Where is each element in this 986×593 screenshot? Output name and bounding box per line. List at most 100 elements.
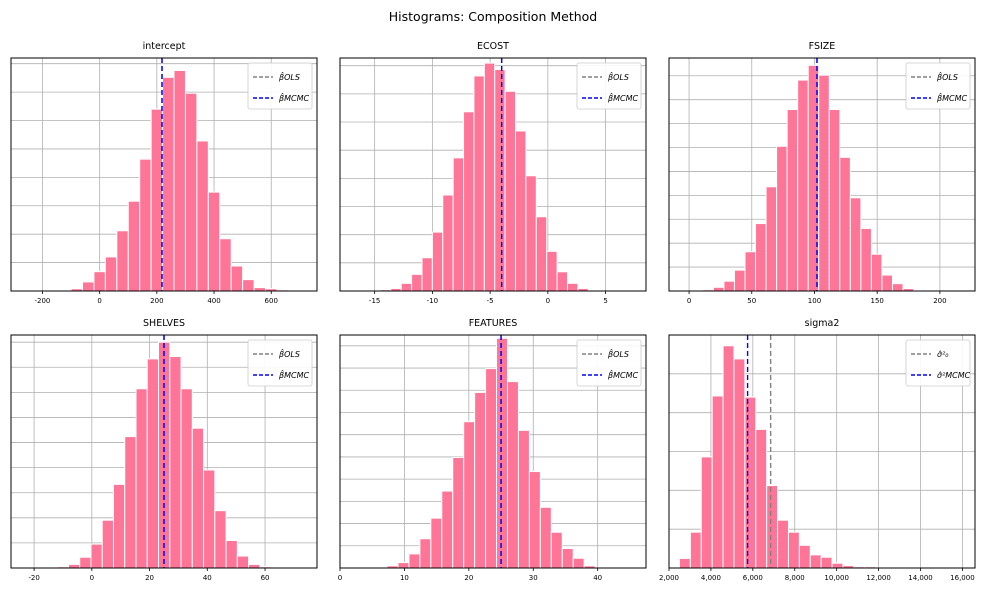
- x-tick-label: -5: [487, 297, 494, 305]
- legend-mcmc-label: σ̂²MCMC: [937, 370, 971, 380]
- histogram-bar: [93, 271, 106, 292]
- histogram-bar: [504, 90, 517, 292]
- histogram-bar: [700, 456, 713, 569]
- histogram-bar: [755, 428, 768, 569]
- histogram-bar: [180, 388, 193, 569]
- histogram-bar: [849, 197, 862, 292]
- x-tick-label: 0: [687, 297, 691, 305]
- x-tick-label: 30: [529, 574, 538, 582]
- panel-title: intercept: [143, 41, 186, 52]
- x-tick-label: 40: [593, 574, 602, 582]
- x-tick-label: -10: [427, 297, 438, 305]
- histogram-bar: [733, 269, 746, 292]
- histogram-bar: [191, 427, 205, 569]
- legend-box: [576, 62, 642, 110]
- histogram-bar: [744, 396, 757, 569]
- histogram-bar: [525, 175, 537, 292]
- histogram-bar: [127, 200, 141, 292]
- histogram-bar: [722, 345, 735, 569]
- histogram-bar: [214, 510, 227, 569]
- axes-frame: [339, 334, 647, 569]
- x-tick-label: 6,000: [743, 574, 763, 582]
- legend-ols-label: β̂OLS: [607, 71, 629, 82]
- x-tick-label: 200: [150, 297, 163, 305]
- histogram-bar: [744, 251, 757, 292]
- x-tick-label: 10: [400, 574, 409, 582]
- axes-frame: [339, 57, 647, 292]
- legend-mcmc-label: β̂MCMC: [278, 92, 309, 103]
- x-tick-label: 0: [546, 297, 550, 305]
- panel-ecost: ECOST -15 -10 -5 0 5 β̂OLS β̂MCMC: [339, 41, 647, 305]
- histogram-bar: [786, 109, 799, 292]
- x-tick-label: 400: [207, 297, 220, 305]
- histogram-bar: [124, 436, 137, 569]
- axes-frame: [668, 57, 976, 292]
- histogram-bar: [400, 282, 413, 292]
- histogram-bar: [452, 157, 465, 292]
- histogram-bar: [473, 75, 485, 292]
- x-tick-label: -15: [369, 297, 380, 305]
- legend-box: [247, 339, 313, 387]
- histogram-bar: [572, 557, 585, 569]
- histogram-bar: [561, 547, 574, 569]
- histogram-bar: [831, 562, 844, 569]
- legend: σ̂²₀ σ̂²MCMC: [905, 339, 971, 387]
- histogram-bar: [242, 279, 255, 292]
- panel-fsize: FSIZE 0 50 100 150 200 β̂OLS β̂MCMC: [668, 41, 976, 305]
- histogram-bar: [566, 282, 579, 292]
- histogram-bar: [203, 469, 216, 569]
- histogram-bar: [766, 485, 779, 569]
- panel-features: FEATURES 0 10 20 30 40 β̂OLS β̂MCMC: [338, 318, 647, 582]
- histogram-bar: [839, 156, 851, 292]
- axes-frame: [10, 57, 318, 292]
- histogram-bar: [408, 553, 421, 569]
- histogram-bar: [411, 273, 423, 292]
- histogram-bar: [225, 540, 238, 569]
- x-tick-label: 2,000: [659, 574, 679, 582]
- x-tick-label: 0: [97, 297, 101, 305]
- histogram-bar: [79, 556, 92, 569]
- histogram-bar: [421, 257, 433, 292]
- histogram-bar: [678, 557, 691, 569]
- histogram-bar: [689, 531, 702, 569]
- histogram-bar: [820, 556, 833, 569]
- panel-intercept: intercept -200 0 200 400 600 β̂OLS β̂MCMC: [10, 41, 318, 305]
- x-tick-label: -200: [35, 297, 51, 305]
- histogram-bar: [881, 274, 893, 292]
- histogram-bar: [230, 265, 244, 292]
- histogram-bar: [184, 92, 198, 292]
- x-tick-label: 10,000: [824, 574, 849, 582]
- histogram-bar: [776, 145, 788, 292]
- legend: β̂OLS β̂MCMC: [247, 339, 313, 387]
- legend-ols-label: β̂OLS: [607, 348, 629, 359]
- histogram-bar: [860, 227, 872, 292]
- histogram-bar: [787, 531, 800, 569]
- histogram-bar: [104, 256, 118, 292]
- legend-ols-label: β̂OLS: [278, 348, 300, 359]
- histogram-bar: [711, 395, 724, 569]
- histogram-bar: [528, 471, 541, 569]
- panel-title: FEATURES: [469, 318, 518, 329]
- histogram-bar: [550, 531, 563, 569]
- panel-shelves: SHELVES -20 0 20 40 60 β̂OLS β̂MCMC: [10, 318, 318, 582]
- legend-mcmc-label: β̂MCMC: [936, 92, 967, 103]
- x-tick-label: 150: [870, 297, 883, 305]
- legend: β̂OLS β̂MCMC: [576, 339, 642, 387]
- legend-mcmc-label: β̂MCMC: [607, 369, 638, 380]
- histogram-bar: [139, 158, 152, 292]
- panel-title: SHELVES: [143, 318, 185, 329]
- histogram-bar: [397, 562, 410, 569]
- x-tick-label: 12,000: [866, 574, 891, 582]
- histogram-bar: [777, 519, 789, 569]
- legend-mcmc-label: β̂MCMC: [607, 92, 638, 103]
- histogram-bar: [441, 490, 454, 569]
- histogram-bar: [452, 456, 465, 569]
- histogram-bar: [755, 223, 767, 292]
- histogram-bar: [496, 337, 508, 569]
- x-tick-label: 16,000: [950, 574, 975, 582]
- histogram-bar: [112, 483, 126, 569]
- histogram-bar: [81, 281, 95, 292]
- histogram-bar: [712, 286, 725, 292]
- x-tick-label: 600: [265, 297, 278, 305]
